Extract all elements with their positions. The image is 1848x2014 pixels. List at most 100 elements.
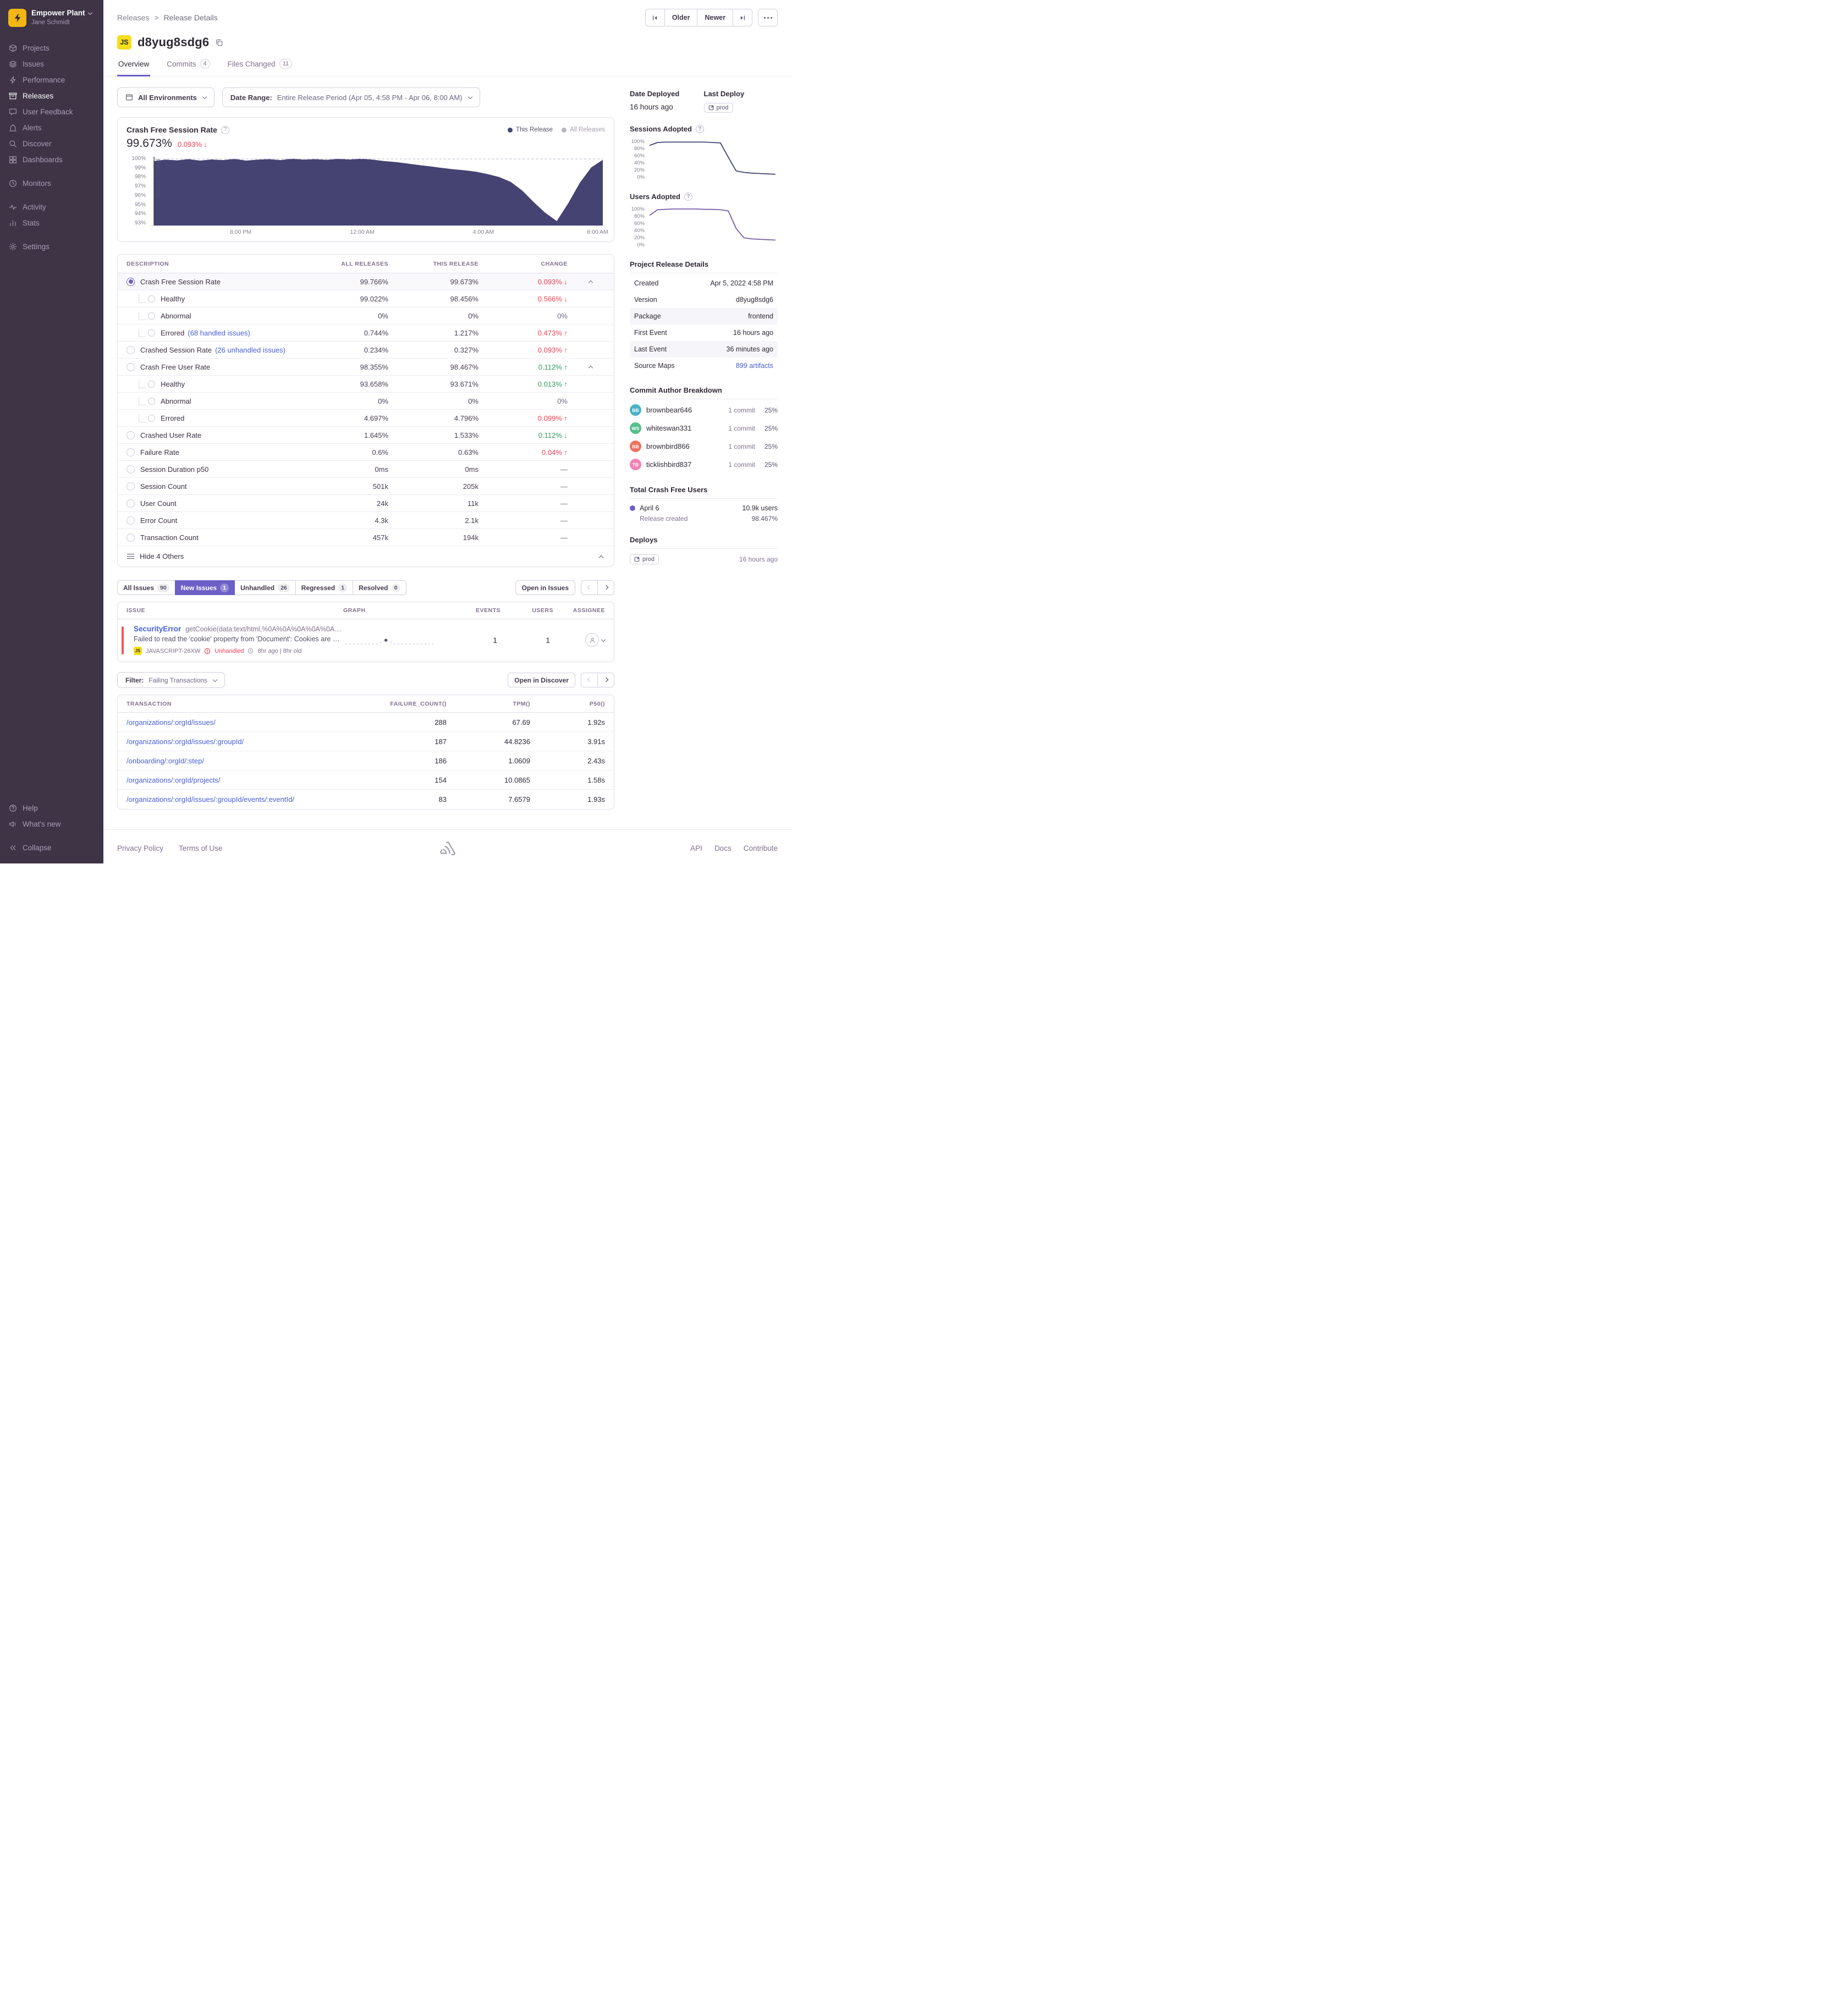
sidebar-item-settings[interactable]: Settings [8, 239, 95, 255]
sidebar-item-releases[interactable]: Releases [8, 88, 95, 104]
sidebar-item-whats-new[interactable]: What's new [8, 816, 95, 832]
metric-row[interactable]: Transaction Count 457k 194k — [118, 529, 614, 546]
tab-commits[interactable]: Commits 4 [166, 58, 211, 76]
radio-unselected-icon[interactable] [127, 345, 135, 354]
next-page-button[interactable] [597, 580, 614, 595]
metric-row[interactable]: Abnormal 0% 0% 0% [118, 393, 614, 410]
previous-page-button[interactable] [581, 580, 598, 595]
newer-button[interactable]: Newer [697, 9, 733, 26]
next-page-button[interactable] [597, 673, 614, 687]
transaction-link[interactable]: /organizations/:orgId/issues/:groupId/ev… [127, 795, 294, 804]
radio-unselected-icon[interactable] [148, 295, 155, 302]
sidebar-item-discover[interactable]: Discover [8, 136, 95, 152]
metric-row[interactable]: Session Duration p50 0ms 0ms — [118, 461, 614, 478]
radio-unselected-icon[interactable] [148, 329, 155, 337]
deploy-badge[interactable]: prod [630, 554, 659, 564]
transaction-filter-selector[interactable]: Filter: Failing Transactions [117, 672, 226, 688]
footer-link[interactable]: Terms of Use [179, 844, 223, 852]
collapse-icon[interactable] [588, 280, 593, 285]
metric-row[interactable]: Error Count 4.3k 2.1k — [118, 512, 614, 529]
sidebar-item-dashboards[interactable]: Dashboards [8, 152, 95, 168]
sidebar-item-activity[interactable]: Activity [8, 199, 95, 215]
radio-unselected-icon[interactable] [127, 362, 135, 371]
radio-unselected-icon[interactable] [127, 499, 135, 508]
radio-unselected-icon[interactable] [148, 397, 155, 405]
radio-unselected-icon[interactable] [148, 312, 155, 320]
issue-row[interactable]: SecurityError getCookie(data:text/html,%… [118, 619, 614, 662]
collapse-icon[interactable] [588, 365, 593, 371]
issue-filter-regressed[interactable]: Regressed 1 [295, 580, 354, 595]
metric-row[interactable]: Failure Rate 0.6% 0.63% 0.04% ↑ [118, 444, 614, 461]
footer-link[interactable]: API [690, 844, 702, 852]
sidebar-item-user-feedback[interactable]: User Feedback [8, 104, 95, 120]
metric-row[interactable]: Errored (68 handled issues) 0.744% 1.217% 0.… [118, 324, 614, 342]
transaction-row[interactable]: /organizations/:orgId/issues/288 67.69 1.9… [118, 713, 614, 732]
issue-filter-all-issues[interactable]: All Issues 90 [117, 580, 175, 595]
sidebar-item-projects[interactable]: Projects [8, 40, 95, 56]
legend-all-releases[interactable]: All Releases [562, 126, 605, 133]
transaction-link[interactable]: /organizations/:orgId/issues/ [127, 718, 216, 727]
sidebar-item-collapse[interactable]: Collapse [8, 840, 95, 856]
radio-unselected-icon[interactable] [127, 482, 135, 491]
issue-filter-resolved[interactable]: Resolved 0 [353, 580, 406, 595]
more-options-button[interactable] [758, 9, 778, 26]
sidebar-item-issues[interactable]: Issues [8, 56, 95, 72]
footer-link[interactable]: Contribute [743, 844, 778, 852]
detail-value[interactable]: 899 artifacts [735, 362, 773, 370]
radio-unselected-icon[interactable] [127, 448, 135, 456]
transaction-link[interactable]: /organizations/:orgId/projects/ [127, 775, 221, 784]
issue-filter-unhandled[interactable]: Unhandled 26 [234, 580, 296, 595]
help-icon[interactable]: ? [221, 125, 229, 134]
metric-row[interactable]: Crashed Session Rate (26 unhandled issues… [118, 342, 614, 359]
environment-selector[interactable]: All Environments [117, 87, 215, 107]
previous-page-button[interactable] [581, 673, 598, 687]
metric-row[interactable]: Abnormal 0% 0% 0% [118, 307, 614, 324]
copy-icon[interactable] [215, 38, 223, 47]
transaction-row[interactable]: /organizations/:orgId/issues/:groupId/18… [118, 732, 614, 751]
tab-overview[interactable]: Overview [117, 58, 151, 76]
open-in-issues-button[interactable]: Open in Issues [515, 580, 575, 595]
sidebar-item-performance[interactable]: Performance [8, 72, 95, 88]
help-icon[interactable]: ? [695, 125, 704, 133]
metric-row[interactable]: Healthy 99.022% 98.456% 0.566% ↓ [118, 290, 614, 307]
footer-link[interactable]: Docs [714, 844, 732, 852]
issue-title-link[interactable]: SecurityError [134, 625, 182, 633]
sidebar-item-stats[interactable]: Stats [8, 215, 95, 231]
radio-unselected-icon[interactable] [148, 414, 155, 422]
sidebar-item-help[interactable]: Help [8, 800, 95, 816]
transaction-row[interactable]: /organizations/:orgId/issues/:groupId/ev… [118, 790, 614, 809]
transaction-link[interactable]: /onboarding/:orgId/:step/ [127, 756, 204, 765]
org-switcher[interactable]: Empower Plant Jane Schmidt [0, 9, 103, 27]
transaction-row[interactable]: /organizations/:orgId/projects/154 10.086… [118, 771, 614, 790]
older-button[interactable]: Older [664, 9, 698, 26]
open-in-discover-button[interactable]: Open in Discover [508, 673, 575, 687]
legend-this-release[interactable]: This Release [507, 126, 553, 133]
footer-link[interactable]: Privacy Policy [117, 844, 164, 852]
date-range-selector[interactable]: Date Range: Entire Release Period (Apr 0… [222, 87, 480, 107]
metric-issues-link[interactable]: (68 handled issues) [188, 328, 250, 337]
skip-to-oldest-button[interactable] [645, 9, 665, 26]
radio-unselected-icon[interactable] [148, 380, 155, 388]
skip-to-newest-button[interactable] [733, 9, 752, 26]
tab-files-changed[interactable]: Files Changed 11 [227, 58, 293, 76]
metric-row[interactable]: Crash Free Session Rate 99.766% 99.673% 0.0… [118, 273, 614, 290]
radio-unselected-icon[interactable] [127, 465, 135, 474]
sidebar-item-monitors[interactable]: Monitors [8, 175, 95, 191]
radio-unselected-icon[interactable] [127, 516, 135, 525]
radio-unselected-icon[interactable] [127, 431, 135, 439]
last-deploy-badge[interactable]: prod [703, 103, 733, 113]
transaction-link[interactable]: /organizations/:orgId/issues/:groupId/ [127, 737, 244, 746]
metric-row[interactable]: Session Count 501k 205k — [118, 478, 614, 495]
assignee-selector[interactable] [553, 633, 606, 647]
sidebar-item-alerts[interactable]: Alerts [8, 120, 95, 136]
radio-unselected-icon[interactable] [127, 533, 135, 542]
help-icon[interactable]: ? [684, 192, 692, 201]
radio-selected-icon[interactable] [127, 277, 135, 286]
transaction-row[interactable]: /onboarding/:orgId/:step/186 1.0609 2.43s [118, 751, 614, 771]
metric-row[interactable]: Healthy 93.658% 93.671% 0.013% ↑ [118, 376, 614, 393]
metric-row[interactable]: User Count 24k 11k — [118, 495, 614, 512]
metric-row[interactable]: Errored 4.697% 4.796% 0.099% ↑ [118, 410, 614, 427]
metric-issues-link[interactable]: (26 unhandled issues) [215, 345, 285, 354]
metric-row[interactable]: Crashed User Rate 1.645% 1.533% 0.112% ↓ [118, 427, 614, 444]
hide-others-button[interactable]: Hide 4 Others [118, 546, 614, 566]
